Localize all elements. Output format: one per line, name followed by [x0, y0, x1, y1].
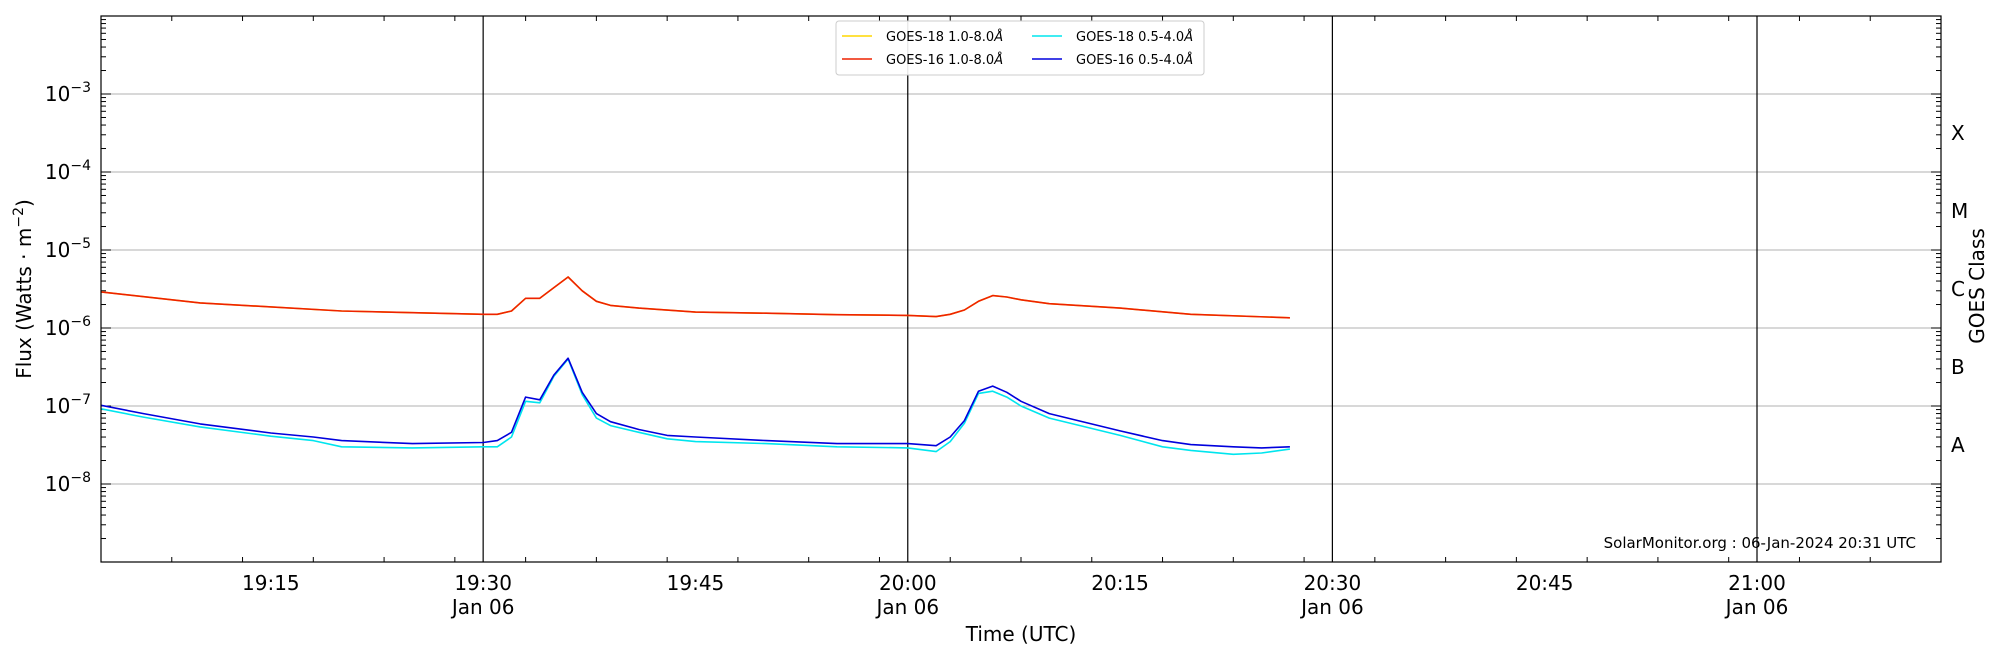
- plot-frame: [100, 15, 1942, 563]
- series-line-goes-16-1-0-8-0-1: [101, 276, 1290, 319]
- legend-entry-label: GOES-18 0.5-4.0Å: [1076, 29, 1193, 45]
- y-axis-label: Flux (Watts · m−2): [11, 199, 36, 379]
- x-tick-label: 19:45: [667, 571, 725, 595]
- series-line-goes-16-0-5-4-0-3: [101, 357, 1290, 449]
- goes-class-label: M: [1951, 199, 1968, 223]
- x-tick-date-label: Jan 06: [1299, 595, 1364, 619]
- x-tick-label: 21:00: [1728, 571, 1786, 595]
- grid-lines: [101, 93, 1941, 485]
- x-tick-label: 20:00: [879, 571, 937, 595]
- legend-entry-label: GOES-18 1.0-8.0Å: [886, 29, 1003, 45]
- x-tick-label: 20:45: [1516, 571, 1574, 595]
- vertical-lines: [482, 16, 1758, 562]
- y-tick-label: 10−3: [45, 80, 91, 106]
- x-tick-date-label: Jan 06: [1724, 595, 1789, 619]
- x-tick-date-label: Jan 06: [874, 595, 939, 619]
- x-tick-date-label: Jan 06: [450, 595, 515, 619]
- goes-class-labels: A B C M X: [1951, 121, 1968, 457]
- goes-class-label: B: [1951, 355, 1965, 379]
- y-tick-label: 10−7: [45, 392, 91, 418]
- y-tick-labels: 10−8 10−7 10−6 10−5 10−4 10−3: [45, 80, 91, 496]
- series-line-goes-18-0-5-4-0-2: [101, 358, 1291, 456]
- axis-ticks: [100, 16, 1942, 563]
- x-axis-label: Time (UTC): [965, 622, 1077, 646]
- x-tick-label: 20:15: [1091, 571, 1149, 595]
- x-tick-label: 20:30: [1304, 571, 1362, 595]
- goes-class-label: A: [1951, 433, 1965, 457]
- y-tick-label: 10−4: [45, 158, 91, 184]
- y-tick-label: 10−6: [45, 314, 91, 340]
- legend-entry-label: GOES-16 1.0-8.0Å: [886, 52, 1003, 68]
- goes-class-label: X: [1951, 121, 1965, 145]
- x-tick-label: 19:15: [242, 571, 300, 595]
- legend: GOES-18 1.0-8.0Å GOES-18 0.5-4.0Å GOES-16 …: [835, 20, 1205, 76]
- legend-entry-label: GOES-16 0.5-4.0Å: [1076, 52, 1193, 68]
- data-series: [101, 276, 1291, 456]
- y-tick-label: 10−8: [45, 470, 91, 496]
- legend-box: [835, 20, 1205, 76]
- x-tick-label: 19:30: [454, 571, 512, 595]
- y-tick-label: 10−5: [45, 236, 91, 262]
- credit-text: SolarMonitor.org : 06-Jan-2024 20:31 UTC: [1604, 534, 1916, 552]
- goes-class-label: C: [1951, 277, 1965, 301]
- goes-class-axis-label: GOES Class: [1965, 228, 1989, 344]
